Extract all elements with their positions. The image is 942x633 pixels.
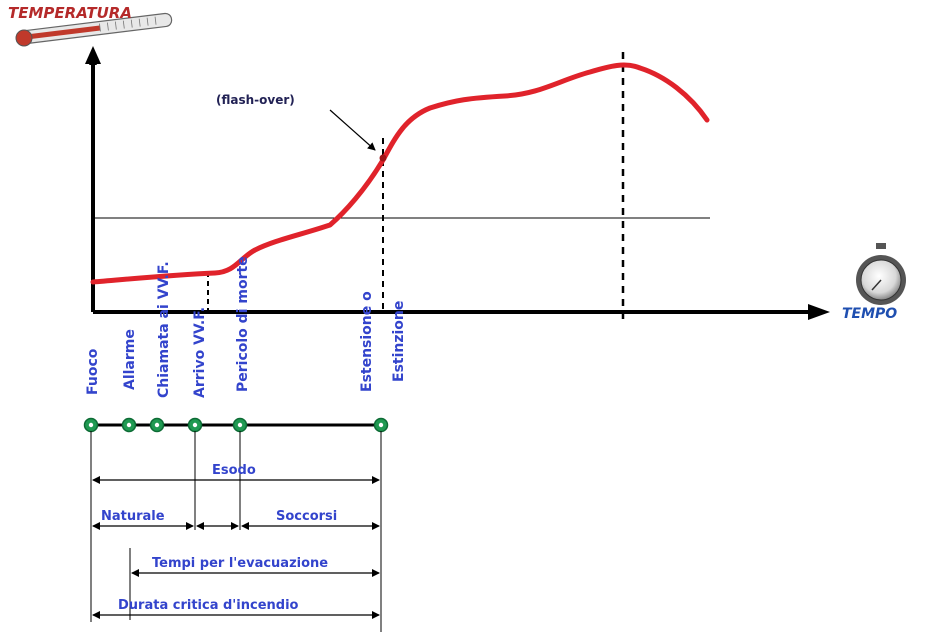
interval-durata-label: Durata critica d'incendio bbox=[118, 598, 299, 613]
event-label-estensione: Estensione o bbox=[359, 291, 375, 392]
x-axis-title: TEMPO bbox=[842, 306, 897, 322]
interval-naturale-label: Naturale bbox=[101, 509, 165, 524]
event-label-estinzione: Estinzione bbox=[391, 301, 407, 382]
flashover-annotation: (flash-over) bbox=[216, 93, 295, 107]
flashover-point bbox=[379, 154, 387, 162]
event-label-arrivo: Arrivo VV.F. bbox=[192, 307, 208, 398]
temperature-curve bbox=[90, 62, 710, 285]
interval-esodo-label: Esodo bbox=[212, 463, 256, 478]
thermometer-icon bbox=[15, 12, 173, 47]
event-label-chiamata: Chiamata ai VV.F. bbox=[156, 261, 172, 398]
y-axis-arrowhead bbox=[85, 46, 101, 64]
interval-evacuazione-label: Tempi per l'evacuazione bbox=[152, 556, 328, 571]
event-label-fuoco: Fuoco bbox=[85, 348, 101, 395]
interval-soccorsi-label: Soccorsi bbox=[276, 509, 337, 524]
stopwatch-icon bbox=[856, 243, 906, 305]
event-label-allarme: Allarme bbox=[122, 329, 138, 390]
flashover-pointer bbox=[329, 109, 376, 151]
x-axis-arrowhead bbox=[808, 304, 830, 320]
event-label-pericolo: Pericolo di morte bbox=[235, 256, 251, 392]
y-axis-title: TEMPERATURA bbox=[8, 4, 132, 22]
